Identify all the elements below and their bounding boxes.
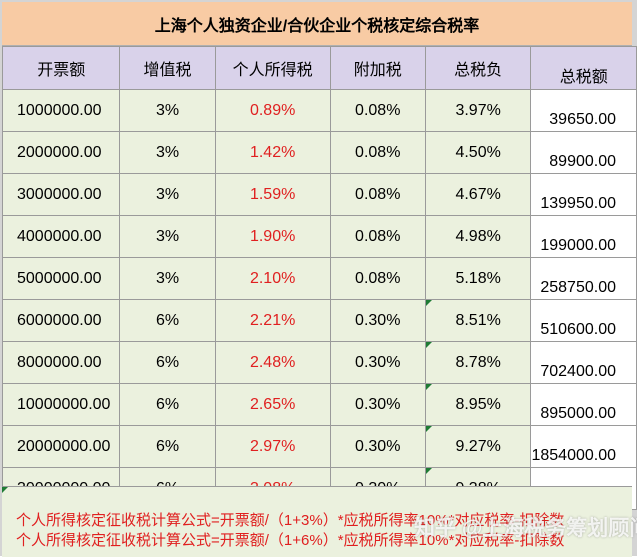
cell-vat: 3% — [119, 215, 216, 258]
cell-amount: 2000000.00 — [1, 131, 121, 174]
cell-burden: 8.78% — [424, 341, 532, 384]
header-total-tax: 总税额 — [530, 46, 637, 90]
cell-surcharge: 0.30% — [329, 299, 426, 342]
cell-amount: 3000000.00 — [1, 173, 121, 216]
cell-total: 258750.00 — [530, 257, 637, 300]
cell-vat: 6% — [119, 383, 216, 426]
cell-burden: 3.97% — [424, 89, 532, 132]
header-personal-income-tax: 个人所得税 — [214, 46, 331, 90]
header-row: 开票额 增值税 个人所得税 附加税 总税负 总税额 — [1, 46, 637, 90]
cell-surcharge: 0.08% — [329, 257, 426, 300]
cell-pit: 2.48% — [214, 341, 331, 384]
cell-burden: 4.98% — [424, 215, 532, 258]
cell-amount: 20000000.00 — [1, 425, 121, 468]
table-title: 上海个人独资企业/合伙企业个税核定综合税率 — [2, 2, 632, 46]
cell-surcharge: 0.08% — [329, 215, 426, 258]
table-row: 4000000.00 3% 1.90% 0.08% 4.98% 199000.0… — [1, 215, 637, 258]
cell-note-marker — [2, 487, 8, 493]
header-surcharge: 附加税 — [329, 46, 426, 90]
cell-burden: 8.51% — [424, 299, 532, 342]
cell-pit: 1.90% — [214, 215, 331, 258]
cell-amount: 1000000.00 — [1, 89, 121, 132]
table-row: 6000000.00 6% 2.21% 0.30% 8.51% 510600.0… — [1, 299, 637, 342]
cell-surcharge: 0.08% — [329, 89, 426, 132]
cell-pit: 1.59% — [214, 173, 331, 216]
cell-burden: 4.67% — [424, 173, 532, 216]
cell-vat: 3% — [119, 89, 216, 132]
cell-total: 199000.00 — [530, 215, 637, 258]
tax-rate-table: 开票额 增值税 个人所得税 附加税 总税负 总税额 1000000.00 3% … — [1, 46, 637, 510]
cell-amount: 4000000.00 — [1, 215, 121, 258]
cell-amount: 6000000.00 — [1, 299, 121, 342]
cell-total: 702400.00 — [530, 341, 637, 384]
cell-surcharge: 0.30% — [329, 341, 426, 384]
cell-vat: 6% — [119, 341, 216, 384]
cell-burden: 8.95% — [424, 383, 532, 426]
cell-total: 895000.00 — [530, 383, 637, 426]
cell-total: 510600.00 — [530, 299, 637, 342]
cell-total: 39650.00 — [530, 89, 637, 132]
table-row: 5000000.00 3% 2.10% 0.08% 5.18% 258750.0… — [1, 257, 637, 300]
formula-line-3-percent: 个人所得核定征收税计算公式=开票额/（1+3%）*应税所得率10%*对应税率-扣… — [16, 512, 565, 529]
header-amount: 开票额 — [1, 46, 121, 90]
table-row: 2000000.00 3% 1.42% 0.08% 4.50% 89900.00 — [1, 131, 637, 174]
cell-vat: 6% — [119, 299, 216, 342]
formula-line-6-percent: 个人所得核定征收税计算公式=开票额/（1+6%）*应税所得率10%*对应税率-扣… — [16, 532, 565, 549]
cell-pit: 2.65% — [214, 383, 331, 426]
cell-pit: 1.42% — [214, 131, 331, 174]
cell-amount: 5000000.00 — [1, 257, 121, 300]
cell-vat: 3% — [119, 257, 216, 300]
cell-burden: 9.27% — [424, 425, 532, 468]
table-row: 10000000.00 6% 2.65% 0.30% 8.95% 895000.… — [1, 383, 637, 426]
cell-burden: 4.50% — [424, 131, 532, 174]
table-row: 8000000.00 6% 2.48% 0.30% 8.78% 702400.0… — [1, 341, 637, 384]
cell-vat: 6% — [119, 425, 216, 468]
cell-amount: 10000000.00 — [1, 383, 121, 426]
cell-total: 89900.00 — [530, 131, 637, 174]
cell-surcharge: 0.08% — [329, 131, 426, 174]
cell-total: 139950.00 — [530, 173, 637, 216]
cell-pit: 2.97% — [214, 425, 331, 468]
cell-pit: 0.89% — [214, 89, 331, 132]
cell-pit: 2.10% — [214, 257, 331, 300]
cell-surcharge: 0.08% — [329, 173, 426, 216]
cell-vat: 3% — [119, 173, 216, 216]
cell-pit: 2.21% — [214, 299, 331, 342]
cell-amount: 8000000.00 — [1, 341, 121, 384]
cell-surcharge: 0.30% — [329, 383, 426, 426]
table-row: 1000000.00 3% 0.89% 0.08% 3.97% 39650.00 — [1, 89, 637, 132]
table-row: 20000000.00 6% 2.97% 0.30% 9.27% 1854000… — [1, 425, 637, 468]
table-row: 3000000.00 3% 1.59% 0.08% 4.67% 139950.0… — [1, 173, 637, 216]
cell-surcharge: 0.30% — [329, 425, 426, 468]
header-vat: 增值税 — [119, 46, 216, 90]
formula-notes: 个人所得核定征收税计算公式=开票额/（1+3%）*应税所得率10%*对应税率-扣… — [2, 486, 632, 557]
cell-vat: 3% — [119, 131, 216, 174]
header-total-burden: 总税负 — [424, 46, 532, 90]
cell-total: 1854000.00 — [530, 425, 637, 468]
cell-burden: 5.18% — [424, 257, 532, 300]
